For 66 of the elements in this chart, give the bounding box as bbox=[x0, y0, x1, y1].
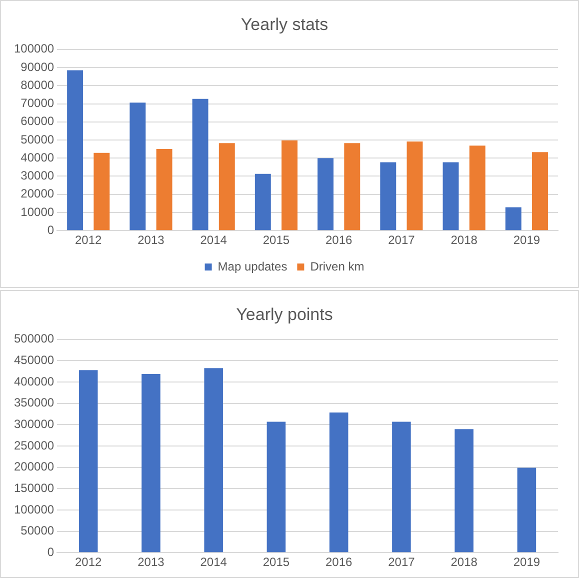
y-tick-label: 10000 bbox=[20, 204, 54, 219]
bar bbox=[142, 374, 160, 552]
bar bbox=[392, 422, 411, 552]
y-tick-label: 200000 bbox=[14, 460, 54, 474]
bar bbox=[329, 412, 348, 552]
bar bbox=[318, 158, 334, 230]
y-tick-label: 70000 bbox=[20, 96, 54, 110]
x-tick-label: 2019 bbox=[513, 233, 540, 248]
y-tick-label: 30000 bbox=[20, 168, 54, 183]
bar bbox=[78, 370, 98, 552]
x-tick-label: 2012 bbox=[75, 555, 102, 570]
y-tick-label: 500000 bbox=[14, 332, 54, 346]
legend-label: Map updates bbox=[218, 259, 288, 274]
bar bbox=[469, 146, 486, 230]
bar bbox=[517, 468, 536, 552]
bar bbox=[282, 140, 298, 230]
bar bbox=[156, 149, 172, 230]
bar bbox=[218, 143, 235, 230]
bar bbox=[94, 152, 110, 230]
x-tick-label: 2017 bbox=[388, 555, 416, 570]
x-tick-label: 2019 bbox=[513, 555, 540, 570]
bar bbox=[130, 102, 146, 230]
y-tick-label: 100000 bbox=[14, 502, 54, 516]
bar bbox=[505, 207, 522, 230]
legend-label: Driven km bbox=[310, 259, 364, 274]
y-tick-label: 90000 bbox=[20, 60, 54, 74]
chart-title: Yearly stats bbox=[240, 14, 328, 34]
y-tick-label: 0 bbox=[47, 222, 54, 237]
y-tick-label: 100000 bbox=[14, 42, 54, 56]
bar bbox=[532, 152, 548, 230]
y-tick-label: 0 bbox=[47, 544, 54, 559]
x-tick-label: 2014 bbox=[200, 233, 228, 248]
bar bbox=[454, 429, 474, 552]
x-tick-label: 2014 bbox=[200, 555, 228, 570]
bar bbox=[192, 98, 208, 230]
x-tick-label: 2016 bbox=[325, 555, 352, 570]
chart-title: Yearly points bbox=[236, 304, 333, 324]
y-tick-label: 50000 bbox=[20, 524, 54, 538]
y-tick-label: 350000 bbox=[14, 396, 54, 410]
y-tick-label: 150000 bbox=[14, 480, 54, 495]
bar bbox=[254, 174, 271, 230]
y-tick-label: 80000 bbox=[20, 78, 54, 92]
y-tick-label: 300000 bbox=[14, 416, 54, 431]
y-tick-label: 250000 bbox=[14, 438, 54, 452]
bar bbox=[442, 162, 459, 230]
x-tick-label: 2018 bbox=[450, 555, 478, 570]
y-tick-label: 20000 bbox=[20, 186, 54, 201]
bar bbox=[344, 143, 360, 230]
y-tick-label: 400000 bbox=[14, 374, 54, 388]
bar bbox=[380, 162, 396, 230]
x-tick-label: 2012 bbox=[75, 233, 102, 248]
y-tick-label: 50000 bbox=[20, 132, 54, 146]
y-tick-label: 450000 bbox=[14, 353, 54, 368]
x-tick-label: 2015 bbox=[262, 233, 290, 248]
y-tick-label: 40000 bbox=[20, 150, 54, 164]
x-tick-label: 2013 bbox=[138, 555, 165, 570]
x-tick-label: 2017 bbox=[388, 233, 416, 248]
x-tick-label: 2016 bbox=[325, 233, 352, 248]
bar bbox=[67, 70, 84, 230]
x-tick-label: 2013 bbox=[138, 233, 165, 248]
x-tick-label: 2018 bbox=[450, 233, 478, 248]
bar bbox=[204, 368, 223, 552]
x-tick-label: 2015 bbox=[262, 555, 290, 570]
y-tick-label: 60000 bbox=[20, 114, 54, 128]
bar bbox=[406, 141, 423, 230]
bar bbox=[266, 422, 286, 552]
